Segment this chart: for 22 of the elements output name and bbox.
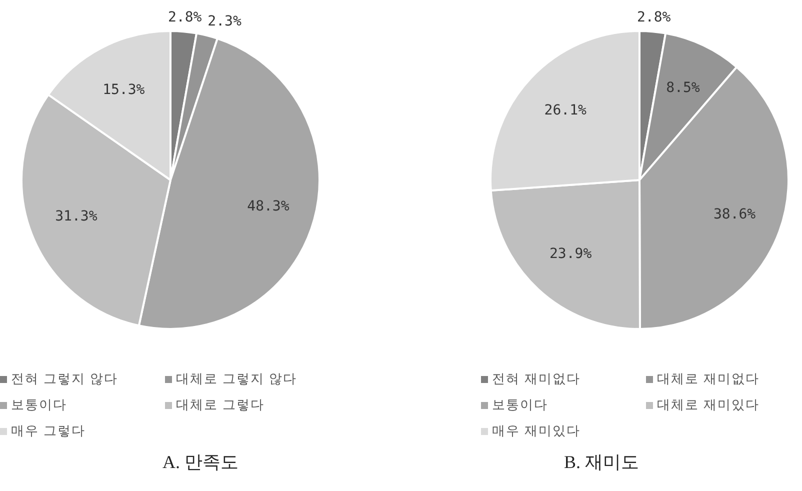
data-label: 8.5%	[666, 80, 700, 96]
data-label: 2.8%	[168, 9, 202, 26]
data-label: 2.8%	[636, 9, 672, 26]
legend-label: 대체로 그렇다	[176, 396, 265, 414]
data-label: 2.3%	[208, 14, 242, 30]
legend-label: 보통이다	[11, 396, 67, 414]
legend-label: 대체로 그렇지 않다	[176, 370, 298, 388]
legend-label: 매우 재미있다	[492, 422, 581, 440]
legend-label: 전혀 재미없다	[492, 370, 581, 388]
legend-label: 매우 그렇다	[11, 422, 86, 440]
legend-label: 전혀 그렇지 않다	[11, 370, 118, 388]
data-label: 26.1%	[544, 102, 588, 119]
data-label: 15.3%	[102, 82, 146, 98]
data-label: 48.3%	[247, 198, 290, 214]
data-label: 38.6%	[713, 206, 756, 223]
legend-label: 보통이다	[492, 396, 548, 414]
data-label: 31.3%	[55, 208, 98, 225]
text: A. 만족도	[162, 451, 240, 474]
data-label: 23.9%	[549, 246, 592, 262]
legend-label: 대체로 재미있다	[657, 396, 760, 414]
legend-label: 대체로 재미없다	[657, 370, 760, 388]
text: B. 재미도	[562, 451, 640, 474]
